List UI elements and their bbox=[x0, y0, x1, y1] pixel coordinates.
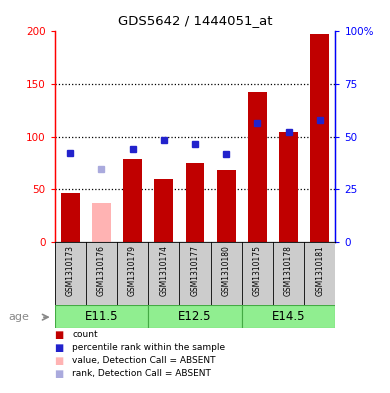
Text: age: age bbox=[9, 312, 30, 322]
Text: rank, Detection Call = ABSENT: rank, Detection Call = ABSENT bbox=[72, 369, 211, 378]
Text: ■: ■ bbox=[55, 356, 64, 366]
Text: GSM1310178: GSM1310178 bbox=[284, 245, 293, 296]
Text: GSM1310175: GSM1310175 bbox=[253, 245, 262, 296]
Bar bbox=[123, 159, 142, 242]
Bar bbox=[248, 92, 267, 242]
Text: count: count bbox=[72, 331, 98, 339]
Bar bbox=[55, 305, 148, 328]
Bar bbox=[148, 305, 242, 328]
Bar bbox=[186, 163, 204, 242]
Text: GSM1310176: GSM1310176 bbox=[97, 245, 106, 296]
Text: value, Detection Call = ABSENT: value, Detection Call = ABSENT bbox=[72, 356, 216, 365]
Text: ■: ■ bbox=[55, 330, 64, 340]
Text: GSM1310181: GSM1310181 bbox=[315, 245, 324, 296]
Bar bbox=[310, 33, 329, 242]
Text: E11.5: E11.5 bbox=[85, 310, 118, 323]
Bar bbox=[242, 305, 335, 328]
Bar bbox=[217, 170, 236, 242]
Text: GSM1310180: GSM1310180 bbox=[222, 245, 231, 296]
Text: GSM1310174: GSM1310174 bbox=[159, 245, 168, 296]
Text: percentile rank within the sample: percentile rank within the sample bbox=[72, 343, 225, 352]
Text: GSM1310179: GSM1310179 bbox=[128, 245, 137, 296]
Text: GSM1310177: GSM1310177 bbox=[190, 245, 200, 296]
Bar bbox=[92, 203, 111, 242]
Text: ■: ■ bbox=[55, 343, 64, 353]
Text: ■: ■ bbox=[55, 369, 64, 379]
Bar bbox=[279, 132, 298, 242]
Bar bbox=[61, 193, 80, 242]
Text: E12.5: E12.5 bbox=[178, 310, 212, 323]
Text: GDS5642 / 1444051_at: GDS5642 / 1444051_at bbox=[118, 14, 272, 27]
Text: E14.5: E14.5 bbox=[272, 310, 305, 323]
Text: GSM1310173: GSM1310173 bbox=[66, 245, 75, 296]
Bar bbox=[154, 178, 173, 242]
